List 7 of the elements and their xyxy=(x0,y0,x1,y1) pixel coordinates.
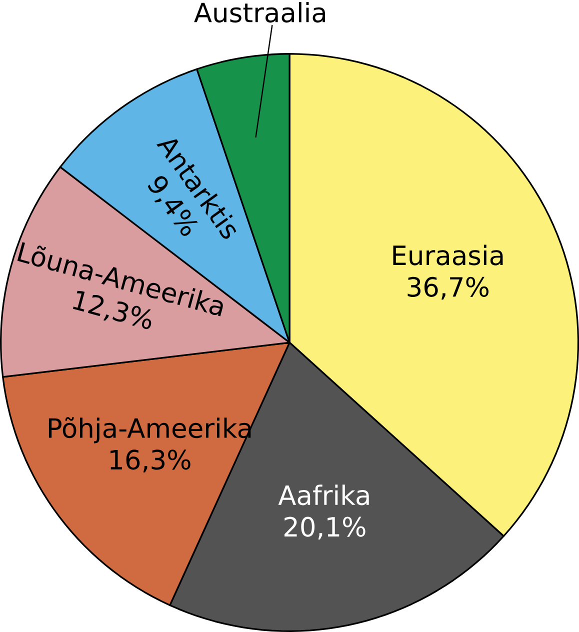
slice-label: Euraasia xyxy=(393,244,503,266)
slice-label: Põhja-Ameerika xyxy=(48,417,251,444)
data-label: 16,3% xyxy=(110,450,190,472)
slice-label: Aafrika xyxy=(278,484,369,506)
data-label: 36,7% xyxy=(408,276,488,300)
data-label: 20,1% xyxy=(284,516,366,540)
slice-label: Austraalia xyxy=(194,2,326,23)
